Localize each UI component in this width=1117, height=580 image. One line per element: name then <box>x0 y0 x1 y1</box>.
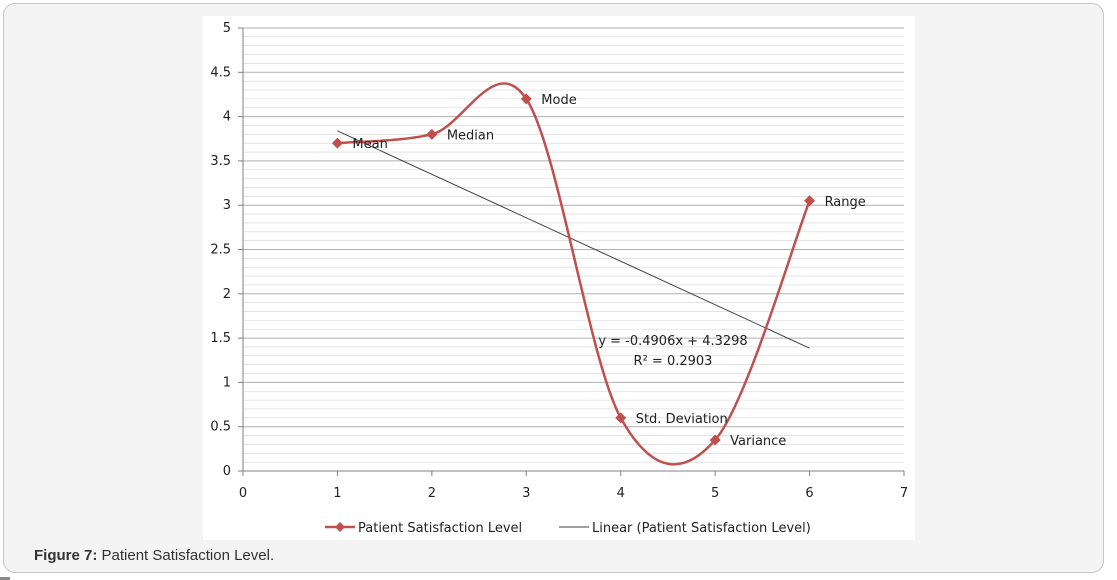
x-tick-label: 7 <box>900 486 908 501</box>
data-point-label: Std. Deviation <box>636 412 728 427</box>
data-point-label: Mean <box>352 137 387 152</box>
data-point-marker <box>520 93 532 105</box>
x-tick-label: 1 <box>333 486 341 501</box>
y-tick-label: 3.5 <box>210 154 231 169</box>
x-tick-label: 3 <box>522 486 530 501</box>
y-tick-label: 0.5 <box>210 420 231 435</box>
caption-text: Patient Satisfaction Level. <box>97 547 275 564</box>
y-tick-label: 1.5 <box>210 331 231 346</box>
line-chart: 0 0.5 1 1.5 2 2.5 3 3.5 4 4.5 5 0 1 2 3 4 5 6 7 Mean Median M… <box>210 21 908 536</box>
data-point-marker <box>804 195 816 207</box>
series-line <box>337 82 811 466</box>
data-point-label: Variance <box>730 434 786 449</box>
x-tick-label: 6 <box>805 486 813 501</box>
y-tick-label: 4.5 <box>210 65 231 80</box>
x-tick-label: 5 <box>711 486 719 501</box>
y-tick-label: 2.5 <box>210 243 231 258</box>
legend-series-label: Patient Satisfaction Level <box>358 521 522 536</box>
trendline-r-squared: R² = 0.2903 <box>634 354 713 369</box>
data-point-marker <box>331 137 343 149</box>
data-point-marker <box>709 434 721 446</box>
y-tick-label: 5 <box>223 21 231 36</box>
page-edge-mark <box>0 577 10 580</box>
data-point-marker <box>426 128 438 140</box>
chart-area: 0 0.5 1 1.5 2 2.5 3 3.5 4 4.5 5 0 1 2 3 4 5 6 7 Mean Median M… <box>203 16 915 540</box>
legend-series-marker <box>335 522 345 532</box>
x-tick-label: 0 <box>239 486 247 501</box>
data-point-label: Mode <box>541 93 576 108</box>
y-tick-label: 3 <box>223 198 231 213</box>
x-tick-label: 2 <box>428 486 436 501</box>
trendline <box>337 130 810 349</box>
data-point-marker <box>615 412 627 424</box>
y-tick-label: 0 <box>223 464 231 479</box>
data-point-label: Range <box>825 195 866 210</box>
y-tick-label: 4 <box>223 110 231 125</box>
x-tick-label: 4 <box>617 486 625 501</box>
data-point-label: Median <box>447 128 494 143</box>
figure-caption: Figure 7: Patient Satisfaction Level. <box>34 547 274 564</box>
caption-label: Figure 7: <box>34 547 98 564</box>
legend-trendline-label: Linear (Patient Satisfaction Level) <box>592 521 811 536</box>
y-tick-label: 2 <box>223 287 231 302</box>
figure-frame: 0 0.5 1 1.5 2 2.5 3 3.5 4 4.5 5 0 1 2 3 4 5 6 7 Mean Median M… <box>3 3 1104 573</box>
y-tick-label: 1 <box>223 375 231 390</box>
trendline-equation: y = -0.4906x + 4.3298 <box>598 334 747 349</box>
